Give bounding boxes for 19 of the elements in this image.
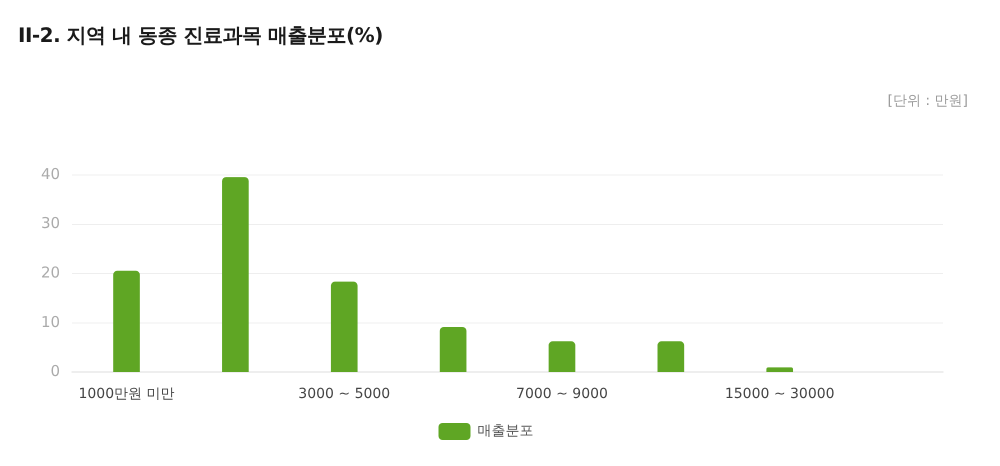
chart-title: II-2. 지역 내 동종 진료과목 매출분포(%) [18,22,383,49]
legend-label: 매출분포 [478,423,534,440]
bar [658,341,684,372]
y-tick-label: 30 [40,214,60,232]
bar [766,367,794,372]
x-tick-label: 1000만원 미만 [78,386,175,402]
y-tick-label: 10 [40,312,60,331]
bar [222,177,249,372]
bar [330,282,358,372]
y-tick-label: 40 [40,164,60,183]
x-tick-label: 3000 ~ 5000 [298,386,390,402]
y-tick-label: 20 [40,263,60,282]
x-tick-label: 15000 ~ 30000 [724,386,835,402]
x-tick-label: 7000 ~ 9000 [516,386,608,402]
bar [440,327,466,372]
bar [548,341,576,372]
y-tick-label: 0 [50,362,60,380]
bar [113,270,140,372]
text: [단위 : 만원] [887,92,968,110]
